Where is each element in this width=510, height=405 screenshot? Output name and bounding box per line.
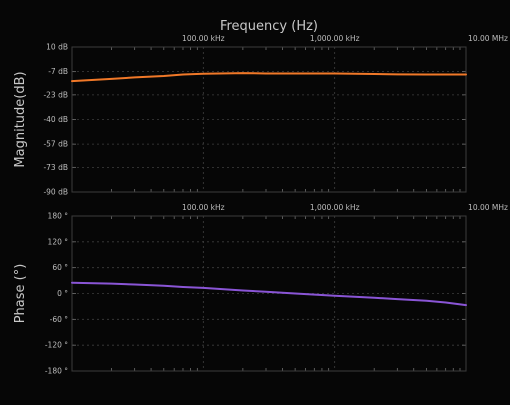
magnitude-y-axis-title: Magnitude(dB) xyxy=(13,71,28,167)
magnitude-y-tick-label: -57 dB xyxy=(43,140,68,149)
magnitude-x-tick-label: 1,000.00 kHz xyxy=(310,34,360,43)
phase-y-tick-label: -60 ° xyxy=(50,315,69,324)
magnitude-plot-border xyxy=(71,46,467,193)
magnitude-y-tick-label: -73 dB xyxy=(43,163,68,172)
phase-x-tick-label: 1,000.00 kHz xyxy=(310,203,360,212)
magnitude-y-tick-label: -90 dB xyxy=(43,188,68,197)
phase-y-tick-label: 0 ° xyxy=(57,289,68,298)
magnitude-x-tick-label: 10.00 MHz xyxy=(468,34,508,43)
magnitude-x-tick-label: 100.00 kHz xyxy=(182,34,225,43)
phase-series-line xyxy=(71,281,467,307)
phase-y-tick-label: 60 ° xyxy=(52,263,68,272)
phase-y-tick-label: 180 ° xyxy=(48,212,69,221)
phase-y-tick-label: -120 ° xyxy=(45,341,68,350)
phase-y-axis-title: Phase (°) xyxy=(13,264,28,324)
magnitude-y-tick-label: -7 dB xyxy=(48,67,68,76)
magnitude-y-tick-label: 10 dB xyxy=(46,43,68,52)
magnitude-y-tick-label: -23 dB xyxy=(43,90,68,99)
phase-y-tick-label: 120 ° xyxy=(48,237,69,246)
magnitude-series-line xyxy=(71,72,467,83)
phase-x-tick-label: 100.00 kHz xyxy=(182,203,225,212)
phase-x-tick-label: 10.00 MHz xyxy=(468,203,508,212)
chart-title: Frequency (Hz) xyxy=(220,19,318,34)
magnitude-y-tick-label: -40 dB xyxy=(43,115,68,124)
phase-y-tick-label: -180 ° xyxy=(45,367,68,376)
phase-plot-border xyxy=(71,215,467,372)
